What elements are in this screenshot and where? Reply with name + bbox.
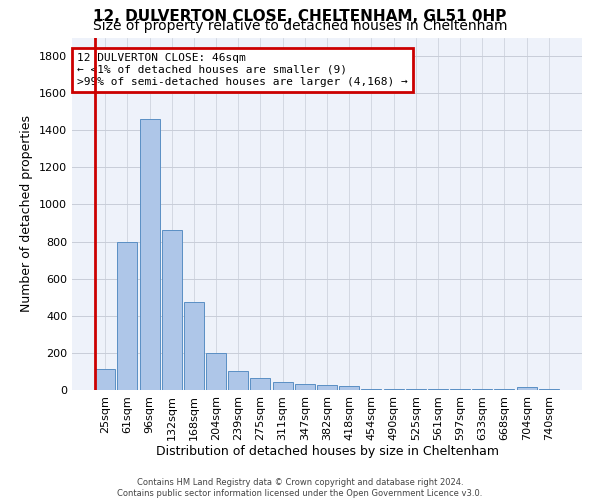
Text: 12 DULVERTON CLOSE: 46sqm
← <1% of detached houses are smaller (9)
>99% of semi-: 12 DULVERTON CLOSE: 46sqm ← <1% of detac… xyxy=(77,54,408,86)
Bar xyxy=(383,389,404,390)
Bar xyxy=(517,387,536,390)
Bar xyxy=(317,385,337,390)
Bar xyxy=(184,302,204,390)
Bar xyxy=(428,389,448,390)
Bar xyxy=(450,389,470,390)
Bar xyxy=(406,389,426,390)
X-axis label: Distribution of detached houses by size in Cheltenham: Distribution of detached houses by size … xyxy=(155,446,499,458)
Bar xyxy=(539,389,559,390)
Bar xyxy=(272,382,293,390)
Bar xyxy=(339,386,359,390)
Bar xyxy=(361,389,382,390)
Bar xyxy=(95,368,115,390)
Bar xyxy=(228,372,248,390)
Text: Size of property relative to detached houses in Cheltenham: Size of property relative to detached ho… xyxy=(93,19,507,33)
Text: 12, DULVERTON CLOSE, CHELTENHAM, GL51 0HP: 12, DULVERTON CLOSE, CHELTENHAM, GL51 0H… xyxy=(94,9,506,24)
Bar xyxy=(140,119,160,390)
Bar xyxy=(162,230,182,390)
Text: Contains HM Land Registry data © Crown copyright and database right 2024.
Contai: Contains HM Land Registry data © Crown c… xyxy=(118,478,482,498)
Bar xyxy=(295,384,315,390)
Y-axis label: Number of detached properties: Number of detached properties xyxy=(20,116,34,312)
Bar xyxy=(206,353,226,390)
Bar xyxy=(472,389,492,390)
Bar xyxy=(494,389,514,390)
Bar xyxy=(118,242,137,390)
Bar xyxy=(250,378,271,390)
